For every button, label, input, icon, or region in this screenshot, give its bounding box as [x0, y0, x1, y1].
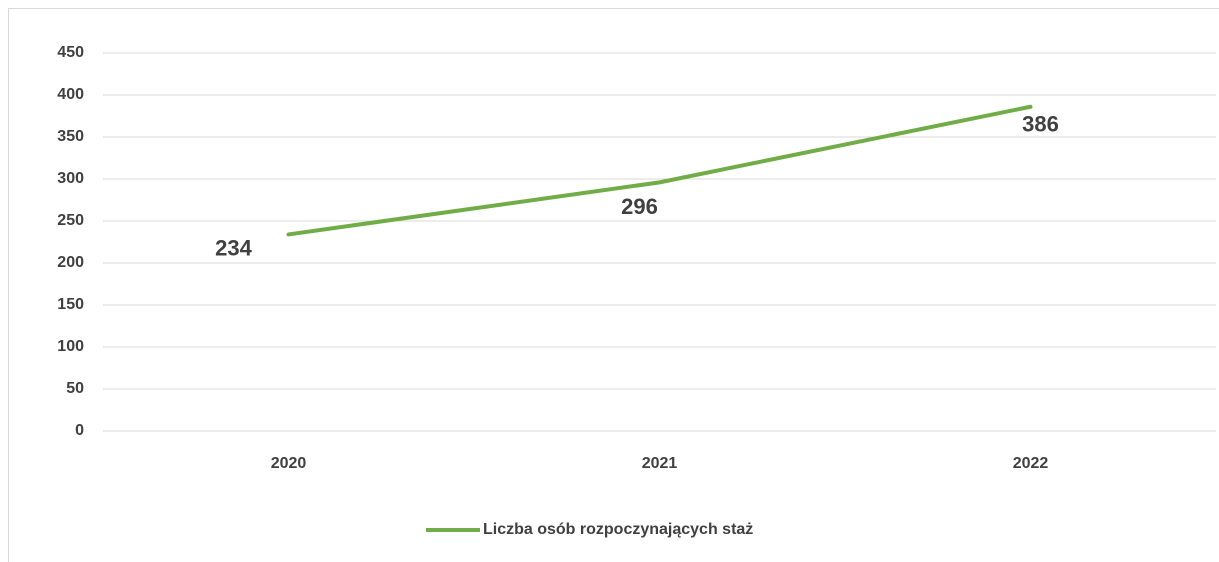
line: [286, 104, 1033, 237]
x-tick-label: 2020: [271, 455, 307, 472]
legend-label: Liczba osób rozpoczynających staż: [483, 521, 753, 538]
x-tick-label: 2021: [642, 455, 678, 472]
data-label: 234: [215, 235, 252, 260]
y-tick-label: 450: [57, 44, 84, 61]
chart-frame: [8, 8, 1219, 562]
y-tick-label: 50: [66, 380, 84, 397]
y-tick-label: 200: [57, 254, 84, 271]
y-tick-label: 300: [57, 170, 84, 187]
y-tick-label: 150: [57, 296, 84, 313]
data-label: 296: [621, 194, 658, 219]
y-tick-label: 0: [75, 422, 84, 439]
y-tick-label: 350: [57, 128, 84, 145]
y-tick-label: 100: [57, 338, 84, 355]
data-label: 386: [1022, 112, 1059, 137]
x-tick-label: 2022: [1013, 455, 1049, 472]
y-tick-label: 400: [57, 86, 84, 103]
y-tick-label: 250: [57, 212, 84, 229]
